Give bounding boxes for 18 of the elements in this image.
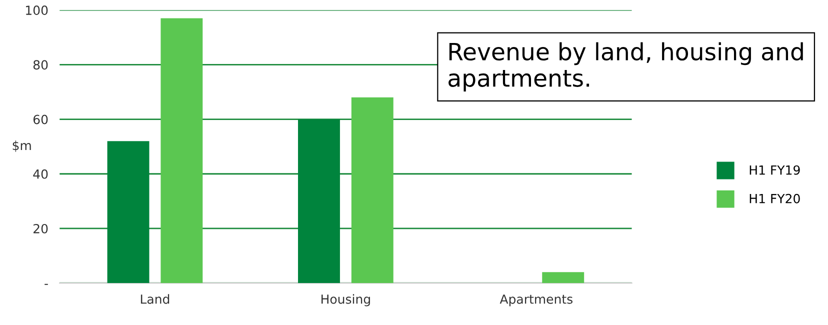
y-tick-label: 60	[33, 114, 48, 124]
legend-label: H1 FY20	[750, 194, 800, 204]
x-tick-label: Housing	[322, 294, 370, 306]
legend-label: H1 FY19	[750, 165, 800, 175]
y-axis-title: $m	[12, 140, 31, 152]
y-tick-label: 40	[33, 169, 48, 179]
x-tick-label: Land	[140, 294, 170, 304]
y-tick-label: 20	[34, 224, 48, 234]
bar	[107, 141, 150, 284]
y-tick-label: 80	[33, 60, 48, 70]
bar	[351, 97, 394, 284]
bar	[298, 119, 340, 284]
bar	[542, 272, 584, 284]
annotation: Revenue by land, housing and apartments.	[448, 42, 803, 92]
bar	[160, 18, 203, 284]
x-tick-label: Apartments	[500, 294, 572, 306]
y-tick-label: -	[44, 284, 48, 285]
y-tick-label: 100	[26, 6, 48, 15]
